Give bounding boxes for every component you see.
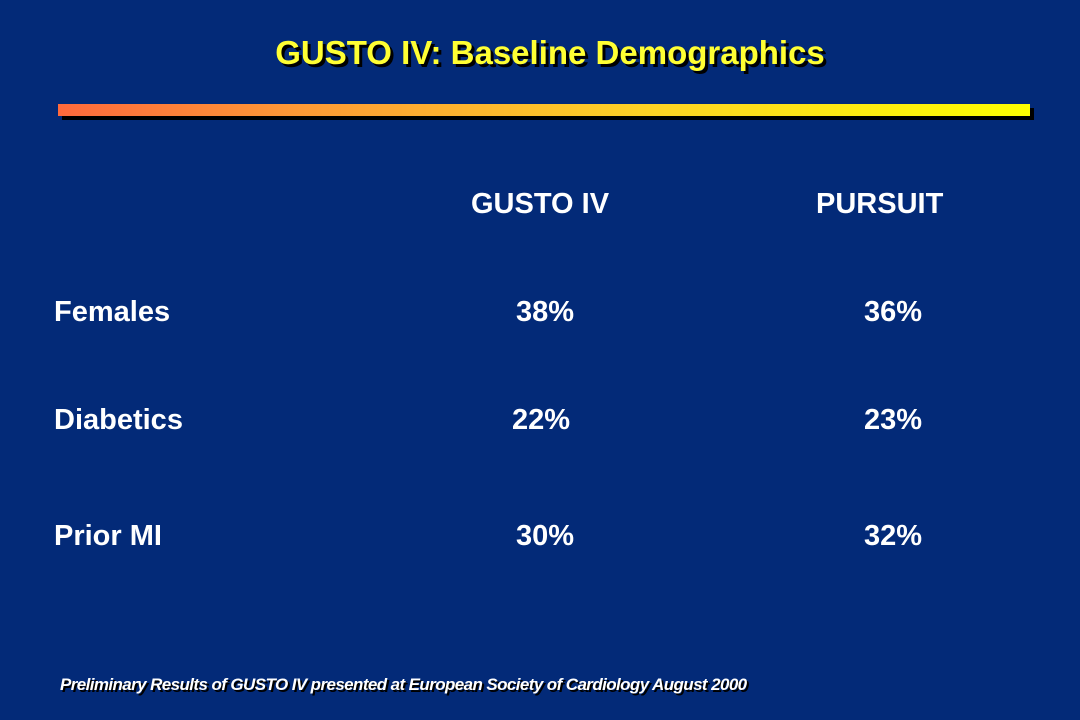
title-underline (58, 104, 1030, 116)
row-label-females: Females (54, 296, 171, 328)
slide-title: GUSTO IV: Baseline Demographics (275, 34, 825, 71)
cell-females-pursuit: 36% (864, 296, 923, 328)
row-label-prior-mi: Prior MI (54, 520, 162, 552)
cell-diabetics-pursuit: 23% (864, 404, 923, 436)
cell-diabetics-gusto-iv: 22% (512, 404, 571, 436)
cell-prior-mi-gusto-iv: 30% (516, 520, 575, 552)
footnote: Preliminary Results of GUSTO IV presente… (60, 675, 747, 694)
cell-prior-mi-pursuit: 32% (864, 520, 923, 552)
cell-females-gusto-iv: 38% (516, 296, 575, 328)
column-header-gusto-iv: GUSTO IV (471, 188, 610, 220)
row-label-diabetics: Diabetics (54, 404, 183, 436)
column-header-pursuit: PURSUIT (816, 188, 944, 220)
